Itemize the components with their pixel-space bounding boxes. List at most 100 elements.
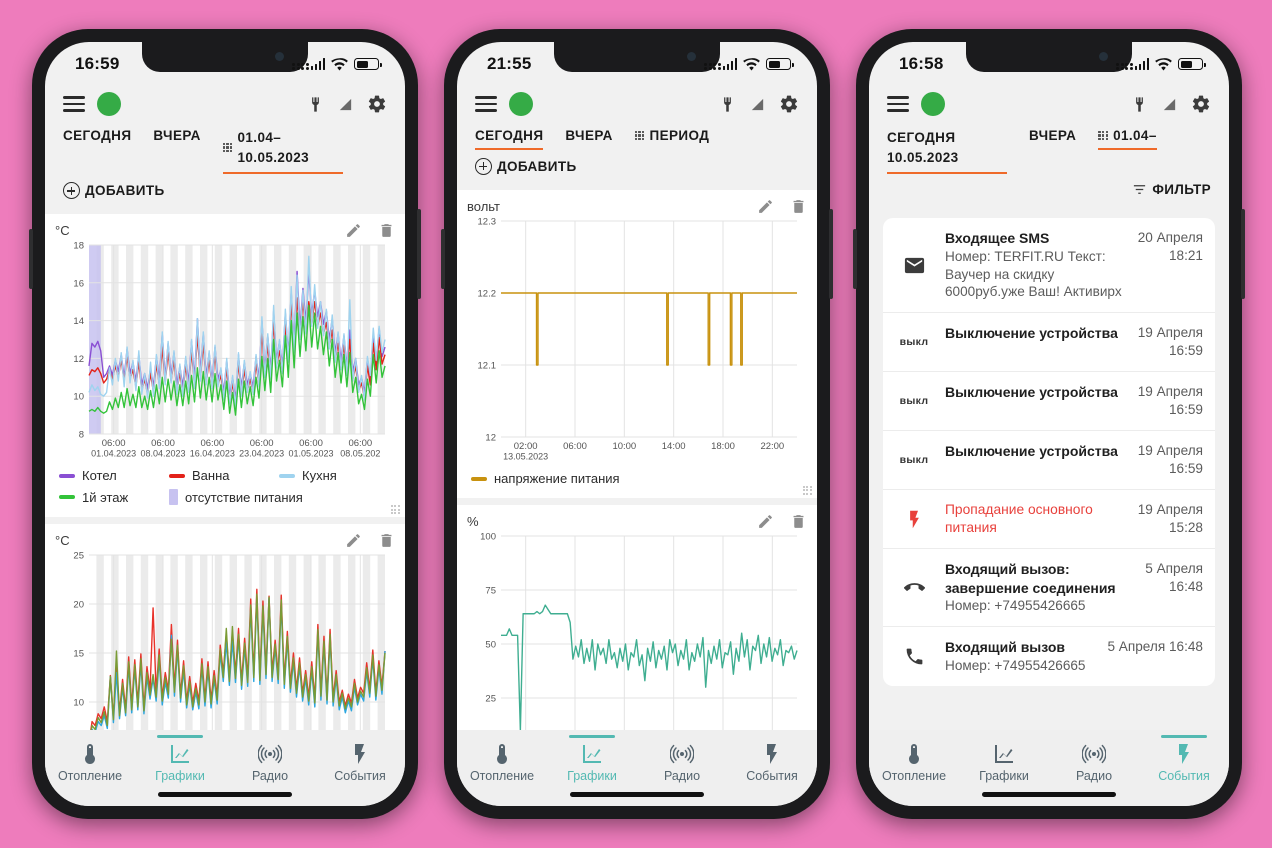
event-row[interactable]: выкл Выключение устройства 19 Апреля 16:59 (883, 431, 1215, 491)
trash-icon[interactable] (378, 222, 395, 239)
cellular-icon (1116, 58, 1149, 70)
nav-item-графики[interactable]: Графики (959, 735, 1049, 783)
phone-phone-charts-period: 16:59 СЕГОДНЯ ВЧЕРА 01.04–10.05.2023 ДОБАВИТ… (29, 29, 421, 819)
event-row[interactable]: Входящий вызов Номер: +74955426665 5 Апрел… (883, 627, 1215, 685)
tabs-row: СЕГОДНЯ 10.05.2023 ВЧЕРА 01.04– ФИЛЬТР (869, 124, 1229, 212)
power-plug-icon[interactable] (1131, 96, 1148, 113)
svg-text:08.05.202: 08.05.202 (340, 449, 380, 459)
gear-icon[interactable] (779, 94, 799, 114)
tab-label: ДОБАВИТЬ (497, 159, 577, 174)
chart-unit-label: вольт (467, 199, 501, 214)
tab-фильтр[interactable]: ФИЛЬТР (1132, 182, 1211, 202)
tab-label: СЕГОДНЯ (475, 128, 544, 143)
tab-вчера[interactable]: ВЧЕРА (565, 128, 612, 148)
event-title: Выключение устройства (945, 443, 1118, 460)
tab-вчера[interactable]: ВЧЕРА (1029, 128, 1076, 148)
tab-сегодня[interactable]: СЕГОДНЯ (63, 128, 131, 148)
svg-text:06:00: 06:00 (151, 438, 175, 449)
event-body: Входящее SMS Номер: TERFIT.RU Текст: Вауч… (945, 229, 1122, 301)
nav-item-графики[interactable]: Графики (547, 735, 637, 783)
nav-item-радио[interactable]: Радио (1049, 735, 1139, 783)
svg-text:14: 14 (73, 316, 84, 327)
tab-вчера[interactable]: ВЧЕРА (153, 128, 200, 148)
nav-item-отопление[interactable]: Отопление (45, 735, 135, 783)
hamburger-icon[interactable] (63, 96, 85, 112)
nav-item-события[interactable]: События (315, 735, 405, 783)
nav-item-события[interactable]: События (727, 735, 817, 783)
event-row[interactable]: Входящий вызов: завершение соединения Ном… (883, 549, 1215, 628)
pencil-icon[interactable] (757, 198, 774, 215)
tab-label: ВЧЕРА (153, 128, 201, 143)
legend-label: Котел (82, 468, 117, 484)
gear-icon[interactable] (1191, 94, 1211, 114)
tab-сегодня-10-05-2023[interactable]: СЕГОДНЯ 10.05.2023 (887, 128, 1007, 175)
pencil-icon[interactable] (757, 513, 774, 530)
calendar-grid-icon (634, 130, 645, 141)
tab-период[interactable]: ПЕРИОД (634, 128, 710, 148)
notch (142, 42, 308, 72)
trash-icon[interactable] (378, 532, 395, 549)
svg-text:20: 20 (73, 600, 84, 611)
tab-добавить[interactable]: ДОБАВИТЬ (63, 182, 165, 204)
nav-item-радио[interactable]: Радио (225, 735, 315, 783)
nav-item-события[interactable]: События (1139, 735, 1229, 783)
chart-temps-outdoor: 51015202506:0001.04.202306:0008.04.20230… (73, 551, 386, 730)
tab-01-04[interactable]: 01.04– (1098, 128, 1157, 150)
tabs-row: СЕГОДНЯ ВЧЕРА 01.04–10.05.2023 ДОБАВИТЬ (45, 124, 405, 214)
events-card: Входящее SMS Номер: TERFIT.RU Текст: Вауч… (883, 218, 1215, 686)
signal-bars-icon[interactable] (337, 96, 354, 113)
nav-item-label: Отопление (469, 768, 535, 783)
resize-grip[interactable] (802, 485, 812, 495)
legend-swatch (471, 476, 487, 481)
tab-label: ФИЛЬТР (1152, 182, 1211, 198)
power-plug-icon[interactable] (307, 96, 324, 113)
event-title: Пропадание основного питания (945, 502, 1093, 536)
nav-item-радио[interactable]: Радио (637, 735, 727, 783)
event-row[interactable]: Входящее SMS Номер: TERFIT.RU Текст: Вауч… (883, 218, 1215, 314)
event-title: Входящий вызов: завершение соединения (945, 561, 1116, 596)
power-plug-icon[interactable] (719, 96, 736, 113)
signal-bars-icon (722, 58, 737, 70)
cellular-icon (704, 58, 737, 70)
hamburger-icon[interactable] (475, 96, 497, 112)
gear-icon[interactable] (367, 94, 387, 114)
event-row[interactable]: выкл Выключение устройства 19 Апреля 16:59 (883, 372, 1215, 432)
svg-text:12: 12 (73, 354, 84, 365)
trash-icon[interactable] (790, 513, 807, 530)
nav-item-отопление[interactable]: Отопление (457, 735, 547, 783)
pencil-icon[interactable] (345, 532, 362, 549)
tab-добавить[interactable]: ДОБАВИТЬ (475, 158, 577, 180)
status-bar-time: 21:55 (487, 54, 532, 73)
event-time: 16:59 (1168, 402, 1203, 418)
hamburger-icon[interactable] (887, 96, 909, 112)
battery-fill (356, 60, 369, 68)
tab-сегодня[interactable]: СЕГОДНЯ (475, 128, 544, 150)
svg-text:14:00: 14:00 (662, 441, 686, 452)
signal-bars-icon[interactable] (749, 96, 766, 113)
wifi-icon (331, 57, 348, 71)
nav-item-отопление[interactable]: Отопление (869, 735, 959, 783)
resize-grip[interactable] (390, 504, 400, 515)
tab-label: ПЕРИОД (649, 128, 710, 143)
svg-text:02:00: 02:00 (514, 441, 538, 452)
signal-bars-icon[interactable] (1161, 96, 1178, 113)
event-row[interactable]: Пропадание основного питания 19 Апреля 15:… (883, 490, 1215, 550)
svg-text:25: 25 (73, 551, 84, 562)
event-icon-bolt-icon (893, 509, 935, 530)
chart-card-tools (345, 222, 395, 239)
pencil-icon[interactable] (345, 222, 362, 239)
status-bar-indicators (292, 57, 382, 71)
event-subtitle: Номер: +74955426665 (945, 598, 1086, 614)
event-row[interactable]: выкл Выключение устройства 19 Апреля 16:59 (883, 313, 1215, 373)
tabs-row: СЕГОДНЯ ВЧЕРА ПЕРИОД ДОБАВИТЬ (457, 124, 817, 190)
home-indicator (982, 792, 1116, 797)
app-bar (869, 86, 1229, 124)
nav-item-графики[interactable]: Графики (135, 735, 225, 783)
thermometer-icon (490, 742, 514, 766)
event-date: 5 Апреля (1145, 561, 1203, 577)
tab-01-04-10-05-2023[interactable]: 01.04–10.05.2023 (222, 128, 343, 175)
status-bar-indicators (704, 57, 794, 71)
trash-icon[interactable] (790, 198, 807, 215)
event-time: 15:28 (1168, 519, 1203, 535)
nav-item-label: Радио (1075, 768, 1113, 783)
